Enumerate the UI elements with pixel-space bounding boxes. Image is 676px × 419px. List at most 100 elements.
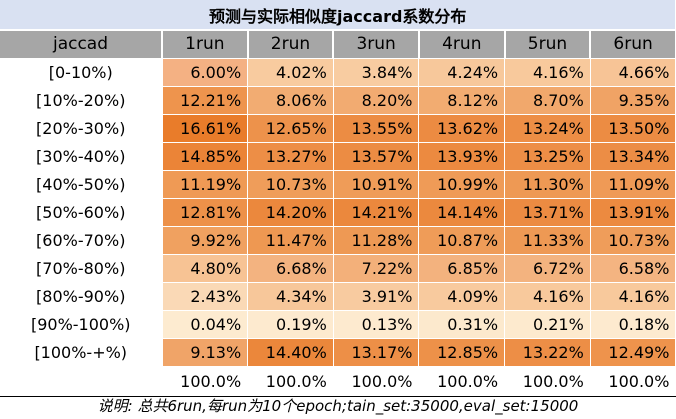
value-cell: 11.30% [504, 170, 591, 199]
value-cell: 13.93% [418, 142, 506, 171]
table-row: [50%-60%) 12.81% 14.20% 14.21% 14.14% 13.71% 1… [0, 198, 676, 227]
value-cell: 13.34% [590, 142, 676, 171]
header-jaccad: jaccad [0, 30, 163, 59]
value-cell: 0.31% [418, 310, 506, 339]
value-cell: 14.21% [333, 198, 420, 227]
table-row: [90%-100%) 0.04% 0.19% 0.13% 0.31% 0.21% 0.18% [0, 310, 676, 339]
header-run: 2run [247, 30, 335, 59]
table-title: 预测与实际相似度jaccard系数分布 [0, 0, 676, 31]
value-cell: 11.09% [590, 170, 676, 199]
value-cell: 8.12% [418, 86, 506, 115]
value-cell: 13.62% [418, 114, 506, 143]
title-row: 预测与实际相似度jaccard系数分布 [0, 0, 676, 31]
value-cell: 9.13% [162, 338, 249, 367]
value-cell: 8.70% [504, 86, 591, 115]
range-label: [10%-20%) [0, 86, 163, 115]
total-row: 100.0% 100.0% 100.0% 100.0% 100.0% 100.0… [0, 366, 676, 397]
table-row: [30%-40%) 14.85% 13.27% 13.57% 13.93% 13.25% 1… [0, 142, 676, 171]
value-cell: 13.22% [504, 338, 591, 367]
value-cell: 4.66% [590, 58, 676, 87]
value-cell: 9.92% [162, 226, 249, 255]
table-row: [0-10%) 6.00% 4.02% 3.84% 4.24% 4.16% 4.66% [0, 58, 676, 87]
value-cell: 12.65% [247, 114, 334, 143]
value-cell: 13.50% [590, 114, 676, 143]
value-cell: 4.09% [418, 282, 506, 311]
value-cell: 4.16% [504, 58, 591, 87]
total-label-cell [0, 366, 163, 397]
value-cell: 14.14% [418, 198, 506, 227]
range-label: [0-10%) [0, 58, 163, 87]
value-cell: 8.06% [247, 86, 334, 115]
table-row: [20%-30%) 16.61% 12.65% 13.55% 13.62% 13.24% 1… [0, 114, 676, 143]
value-cell: 4.24% [418, 58, 506, 87]
value-cell: 13.25% [504, 142, 591, 171]
table-row: [60%-70%) 9.92% 11.47% 11.28% 10.87% 11.33% 10… [0, 226, 676, 255]
value-cell: 6.85% [418, 254, 506, 283]
table-row: [10%-20%) 12.21% 8.06% 8.20% 8.12% 8.70% 9.35% [0, 86, 676, 115]
range-label: [70%-80%) [0, 254, 163, 283]
total-cell: 100.0% [590, 366, 676, 397]
header-run: 4run [418, 30, 506, 59]
value-cell: 0.21% [504, 310, 591, 339]
total-cell: 100.0% [247, 366, 334, 397]
range-label: [80%-90%) [0, 282, 163, 311]
total-cell: 100.0% [333, 366, 420, 397]
range-label: [90%-100%) [0, 310, 163, 339]
header-run: 1run [162, 30, 249, 59]
table-body: [0-10%) 6.00% 4.02% 3.84% 4.24% 4.16% 4.66% [10… [0, 58, 676, 367]
value-cell: 13.91% [590, 198, 676, 227]
value-cell: 10.87% [418, 226, 506, 255]
value-cell: 2.43% [162, 282, 249, 311]
header-run: 5run [504, 30, 592, 59]
value-cell: 4.02% [247, 58, 334, 87]
value-cell: 10.99% [418, 170, 506, 199]
value-cell: 12.85% [418, 338, 506, 367]
range-label: [60%-70%) [0, 226, 163, 255]
range-label: [100%-+%) [0, 338, 163, 367]
header-run: 6run [590, 30, 676, 59]
value-cell: 12.21% [162, 86, 249, 115]
value-cell: 13.27% [247, 142, 334, 171]
value-cell: 13.71% [504, 198, 591, 227]
value-cell: 7.22% [333, 254, 420, 283]
total-cell: 100.0% [504, 366, 591, 397]
value-cell: 14.40% [247, 338, 334, 367]
value-cell: 11.33% [504, 226, 591, 255]
value-cell: 3.91% [333, 282, 420, 311]
value-cell: 4.16% [590, 282, 676, 311]
range-label: [30%-40%) [0, 142, 163, 171]
value-cell: 6.68% [247, 254, 334, 283]
value-cell: 6.72% [504, 254, 591, 283]
value-cell: 12.49% [590, 338, 676, 367]
value-cell: 6.58% [590, 254, 676, 283]
table-row: [40%-50%) 11.19% 10.73% 10.91% 10.99% 11.30% 1… [0, 170, 676, 199]
value-cell: 0.18% [590, 310, 676, 339]
total-cell: 100.0% [418, 366, 506, 397]
value-cell: 16.61% [162, 114, 249, 143]
table-row: [70%-80%) 4.80% 6.68% 7.22% 6.85% 6.72% 6.58% [0, 254, 676, 283]
value-cell: 10.73% [247, 170, 334, 199]
value-cell: 12.81% [162, 198, 249, 227]
header-run: 3run [333, 30, 420, 59]
range-label: [40%-50%) [0, 170, 163, 199]
value-cell: 6.00% [162, 58, 249, 87]
range-label: [20%-30%) [0, 114, 163, 143]
value-cell: 3.84% [333, 58, 420, 87]
value-cell: 11.19% [162, 170, 249, 199]
table-row: [100%-+%) 9.13% 14.40% 13.17% 12.85% 13.22% 12… [0, 338, 676, 367]
value-cell: 11.28% [333, 226, 420, 255]
value-cell: 8.20% [333, 86, 420, 115]
value-cell: 0.04% [162, 310, 249, 339]
value-cell: 4.80% [162, 254, 249, 283]
value-cell: 14.85% [162, 142, 249, 171]
total-cell: 100.0% [162, 366, 249, 397]
footnote: 说明: 总共6run,每run为10个epoch;tain_set:35000,… [97, 397, 579, 415]
range-label: [50%-60%) [0, 198, 163, 227]
value-cell: 4.34% [247, 282, 334, 311]
value-cell: 14.20% [247, 198, 334, 227]
value-cell: 13.24% [504, 114, 591, 143]
header-row: jaccad 1run 2run 3run 4run 5run 6run [0, 30, 676, 59]
value-cell: 10.91% [333, 170, 420, 199]
value-cell: 13.55% [333, 114, 420, 143]
